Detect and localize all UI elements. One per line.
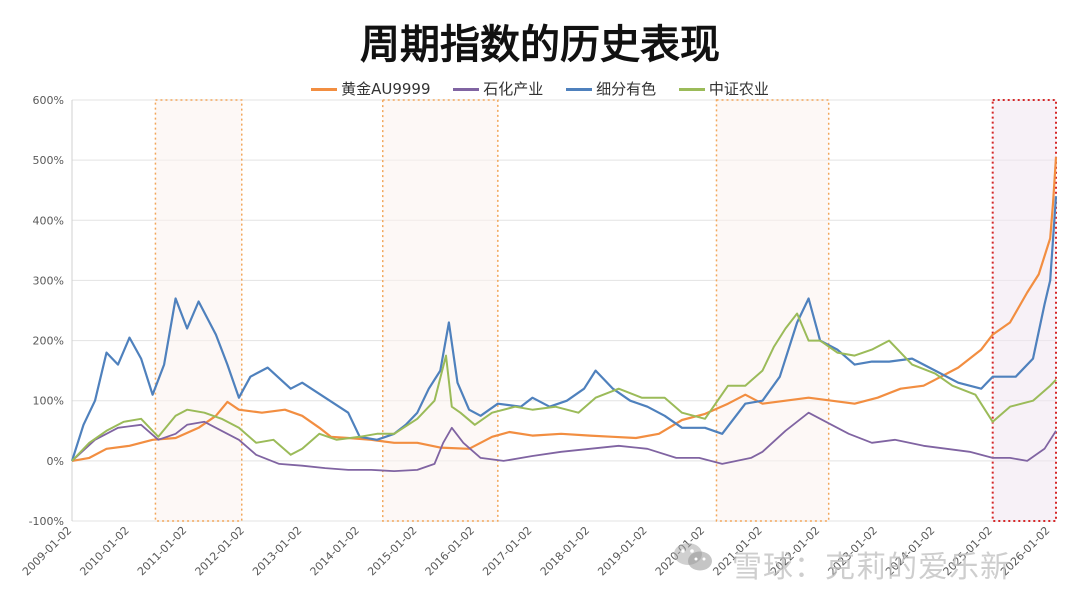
y-tick-label: 0% — [47, 455, 64, 468]
y-tick-label: 300% — [33, 274, 64, 287]
y-tick-label: -100% — [29, 515, 64, 528]
series-layer — [70, 157, 1058, 472]
x-tick-label: 2016-01-02 — [423, 524, 477, 578]
x-tick-label: 2010-01-02 — [77, 524, 131, 578]
legend-label: 黄金AU9999 — [341, 80, 431, 98]
chart-title: 周期指数的历史表现 — [360, 21, 720, 68]
y-tick-label: 600% — [33, 94, 64, 107]
legend-swatch — [311, 88, 338, 91]
y-tick-label: 100% — [33, 395, 64, 408]
legend-label: 细分有色 — [596, 80, 657, 98]
legend-label: 石化产业 — [483, 80, 544, 98]
highlight-period — [715, 99, 830, 522]
x-tick-label: 2018-01-02 — [538, 524, 592, 578]
x-tick-label: 2019-01-02 — [595, 524, 649, 578]
x-tick-label: 2013-01-02 — [250, 524, 304, 578]
x-tick-label: 2012-01-02 — [193, 524, 247, 578]
x-tick-label: 2025-01-02 — [941, 524, 995, 578]
highlight-layer — [154, 99, 1058, 522]
y-tick-label: 400% — [33, 214, 64, 227]
series-line — [70, 196, 1058, 462]
x-tick-label: 2024-01-02 — [883, 524, 937, 578]
x-tick-label: 2011-01-02 — [135, 524, 189, 578]
highlight-period — [991, 99, 1058, 522]
legend-swatch — [566, 88, 593, 91]
x-tick-label: 2022-01-02 — [768, 524, 822, 578]
legend-swatch — [678, 88, 705, 91]
y-axis: -100% 0% 100% 200% 300% 400% 500% 600% — [29, 94, 64, 528]
series-line — [71, 411, 1057, 472]
chart-legend: 黄金AU9999 石化产业 细分有色 中证农业 — [0, 78, 1080, 99]
x-tick-label: 2026-01-02 — [998, 524, 1052, 578]
x-axis: 2009-01-02 2010-01-02 2011-01-02 2012-01-02… — [20, 524, 1053, 578]
legend-item-nonferrous[interactable]: 细分有色 — [566, 78, 656, 99]
x-tick-label: 2014-01-02 — [308, 524, 362, 578]
legend-item-agriculture[interactable]: 中证农业 — [678, 78, 769, 99]
y-tick-label: 500% — [33, 154, 64, 167]
series-line — [71, 312, 1057, 462]
legend-swatch — [453, 88, 480, 91]
legend-label: 中证农业 — [708, 80, 769, 98]
x-tick-label: 2021-01-02 — [710, 524, 764, 578]
series-line — [71, 157, 1058, 462]
x-tick-label: 2015-01-02 — [365, 524, 419, 578]
highlight-period — [154, 99, 243, 522]
x-tick-label: 2020-01-02 — [653, 524, 707, 578]
legend-item-gold[interactable]: 黄金AU9999 — [311, 78, 431, 99]
x-tick-label: 2017-01-02 — [480, 524, 534, 578]
y-tick-label: 200% — [33, 335, 64, 348]
x-tick-label: 2009-01-02 — [20, 524, 74, 578]
x-tick-label: 2023-01-02 — [825, 524, 879, 578]
legend-item-petrochem[interactable]: 石化产业 — [453, 78, 543, 99]
